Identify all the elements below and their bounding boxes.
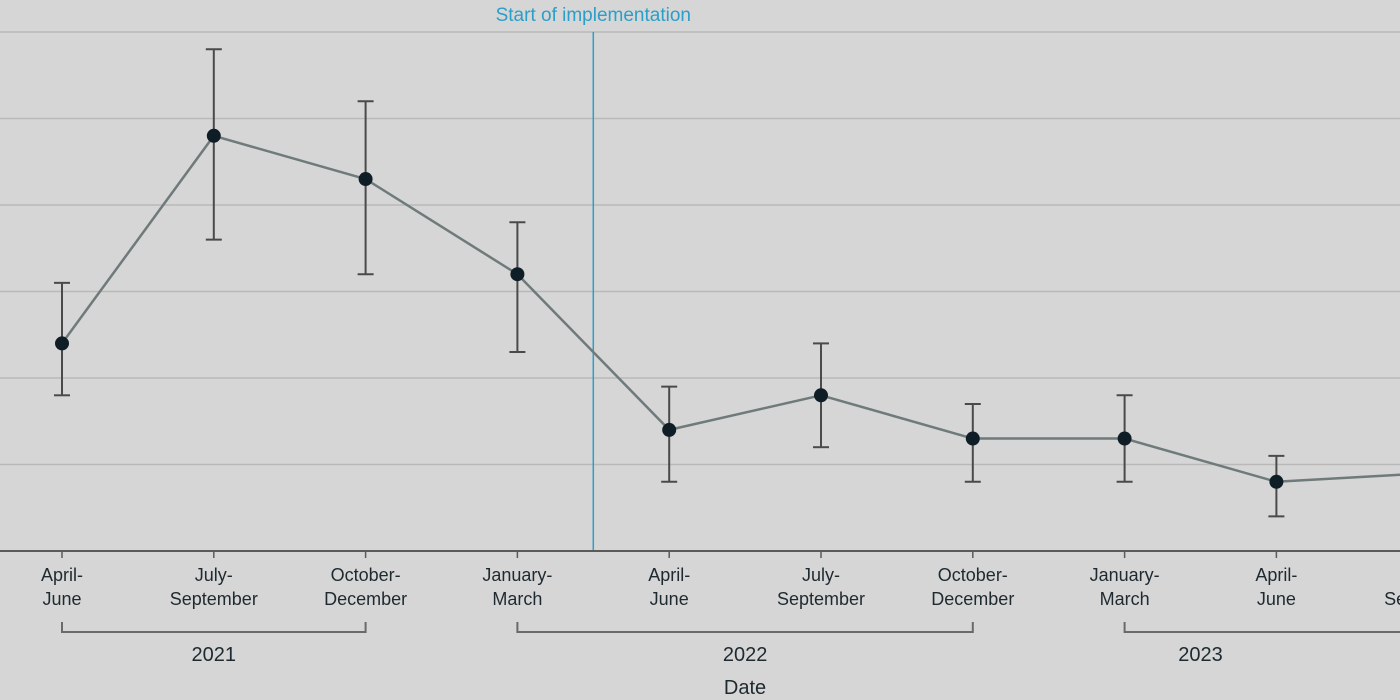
x-tick-label: April- June	[648, 565, 690, 609]
x-tick-label-line: March	[492, 589, 542, 609]
x-tick-label: January- March	[1090, 565, 1160, 609]
x-tick-label-line: July-	[802, 565, 840, 585]
x-tick-label: July- September	[170, 565, 258, 609]
x-tick-label-line: March	[1100, 589, 1150, 609]
year-groups: 2021 2022 2023	[61, 622, 1400, 666]
x-tick-label: July-September	[1384, 565, 1400, 609]
year-group: 2021	[61, 622, 367, 666]
year-bracket	[1123, 622, 1400, 633]
x-tick-label-line: July-	[195, 565, 233, 585]
x-tick-label-line: January-	[482, 565, 552, 585]
x-tick-label: April- June	[1255, 565, 1297, 609]
series	[54, 48, 1400, 518]
x-tick-label: July- September	[777, 565, 865, 609]
x-tick-label-line: April-	[1255, 565, 1297, 585]
error-bar	[357, 100, 374, 276]
implementation-marker: Start of implementation	[496, 5, 691, 551]
x-tick-label-line: April-	[41, 565, 83, 585]
x-tick-label: October- December	[324, 565, 407, 609]
year-bracket	[61, 622, 367, 633]
x-tick-labels: April- June July- September October- December…	[41, 565, 1400, 609]
series-line	[60, 134, 1400, 484]
year-group: 2022	[516, 622, 974, 666]
data-point	[662, 422, 677, 437]
year-bracket	[516, 622, 974, 633]
data-point	[1269, 474, 1284, 489]
x-tick-label-line: April-	[648, 565, 690, 585]
x-tick-label-line: June	[650, 589, 689, 609]
x-tick-label-line: September	[1384, 589, 1400, 609]
year-group: 2023	[1123, 622, 1400, 666]
year-label: 2023	[1178, 644, 1223, 666]
x-tick-label-line: December	[931, 589, 1014, 609]
error-bar	[509, 221, 526, 354]
x-tick-label-line: September	[777, 589, 865, 609]
gridlines	[0, 31, 1400, 466]
data-point	[814, 388, 828, 403]
data-point	[965, 431, 980, 446]
data-point	[510, 267, 525, 282]
x-tick-label-line: October-	[331, 565, 401, 585]
data-point	[1117, 431, 1132, 446]
x-tick-label-line: June	[42, 589, 81, 609]
data-point	[55, 336, 69, 351]
x-tick-label: January- March	[482, 565, 552, 609]
data-point	[206, 128, 221, 143]
error-bar	[205, 48, 222, 241]
year-label: 2022	[723, 644, 768, 666]
x-tick-label: April- June	[41, 565, 83, 609]
x-tick-label-line: December	[324, 589, 407, 609]
x-tick-label-line: September	[170, 589, 258, 609]
x-tick-label-line: June	[1257, 589, 1296, 609]
x-tick-label-line: January-	[1090, 565, 1160, 585]
x-axis	[0, 550, 1400, 558]
implementation-label: Start of implementation	[496, 5, 691, 26]
data-point	[358, 172, 373, 187]
year-label: 2021	[192, 644, 237, 666]
x-tick-label: October- December	[931, 565, 1014, 609]
x-tick-label-line: October-	[938, 565, 1008, 585]
x-axis-title: Date	[724, 677, 766, 699]
